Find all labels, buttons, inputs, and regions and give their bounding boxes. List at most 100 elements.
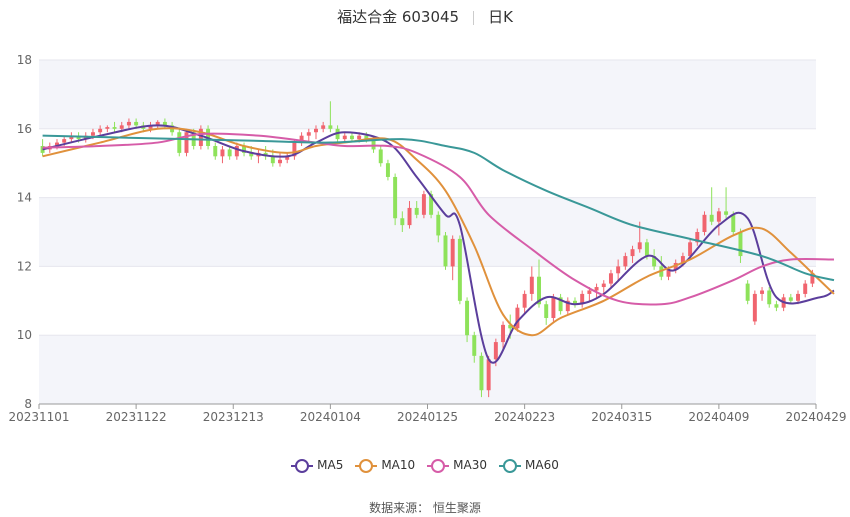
x-tick-label: 20231122 [106,410,167,424]
candle-up [119,125,124,129]
candle-down [558,297,563,312]
candle-down [472,335,477,356]
candle-down [544,304,549,318]
title-divider [473,10,475,25]
candle-up [493,342,498,360]
candle-up [616,266,621,274]
candle-down [385,163,390,177]
candle-up [565,300,570,312]
candle-up [752,293,757,322]
candle-up [220,149,225,157]
candle-up [810,273,815,284]
candle-down [242,146,247,153]
legend: MA5 MA10 MA30 MA60 [0,458,850,473]
x-tick-label: 20240125 [397,410,458,424]
candle-up [666,269,671,277]
candle-up [515,307,520,329]
candle-down [573,300,577,305]
candle-up [306,132,311,136]
candle-up [594,287,599,291]
ma-line-ma60 [42,134,835,282]
y-tick-label: 18 [17,53,32,67]
legend-item-ma30[interactable]: MA30 [427,458,487,473]
chart-title: 福达合金 603045 日K [0,6,850,28]
candle-down [270,156,275,164]
legend-item-ma10[interactable]: MA10 [355,458,416,473]
candle-down [479,355,484,391]
source-label: 数据来源： [369,501,430,515]
candle-down [774,304,779,308]
candle-down [537,276,541,305]
band [39,335,816,404]
candle-up [314,128,318,133]
candle-down [457,238,462,301]
legend-label: MA5 [317,458,344,472]
band [39,197,816,267]
candle-up [529,276,534,294]
candle-up [285,156,290,160]
candle-down [644,242,649,257]
candle-down [371,139,376,150]
candle-up [680,256,685,263]
candle-up [796,293,800,301]
candle-down [400,218,405,226]
x-axis: 20231101 20231122 20231213 20240104 20240125… [8,403,847,424]
source-name: 恒生聚源 [432,501,481,515]
legend-swatch-icon [291,458,314,473]
candle-up [234,146,239,157]
candle-up [299,135,304,143]
legend-item-ma60[interactable]: MA60 [499,458,559,473]
candle-down [724,211,729,215]
candles [40,101,815,398]
candle-down [731,214,736,232]
candlestick-chart: 8 10 12 14 16 18 20231101 20231122 20231213 2024… [8,53,847,424]
candle-down [767,290,772,305]
candle-down [788,297,793,301]
candle-down [249,152,254,157]
y-axis: 8 10 12 14 16 18 [17,53,32,411]
candle-up [522,293,527,308]
x-tick-label: 20240104 [300,410,361,424]
candle-down [328,125,333,129]
candle-down [414,207,419,215]
candle-down [177,132,182,153]
candle-down [349,135,354,140]
candle-down [393,176,398,219]
candle-up [184,132,189,153]
x-tick-label: 20231101 [8,410,69,424]
ma-line-ma10 [42,127,835,337]
candle-up [486,359,491,391]
candle-down [162,121,167,126]
candle-up [688,242,693,257]
candle-up [148,125,153,129]
x-tick-label: 20240409 [688,410,749,424]
candle-down [745,283,750,301]
title-text: 福达合金 603045 [337,8,460,26]
candle-down [738,232,743,257]
candle-up [105,127,110,129]
candle-down [443,235,448,267]
band [39,60,816,129]
candle-down [508,324,513,329]
legend-label: MA10 [381,458,416,472]
ma-line-ma30 [42,132,834,306]
legend-swatch-icon [355,458,378,473]
x-tick-label: 20240223 [494,410,555,424]
candle-up [501,324,506,343]
candle-up [630,249,635,257]
candle-up [321,125,326,129]
y-tick-label: 14 [17,191,32,205]
candle-up [198,128,203,146]
candle-up [55,142,59,146]
candle-up [62,139,67,143]
candle-up [760,290,765,294]
candle-down [112,127,117,129]
candle-up [601,283,606,288]
candle-down [429,194,434,215]
legend-label: MA60 [525,458,559,472]
source-note: 数据来源： 恒生聚源 [0,499,850,516]
candle-down [364,135,369,140]
candle-down [465,300,470,336]
legend-item-ma5[interactable]: MA5 [291,458,344,473]
candle-down [213,146,218,157]
